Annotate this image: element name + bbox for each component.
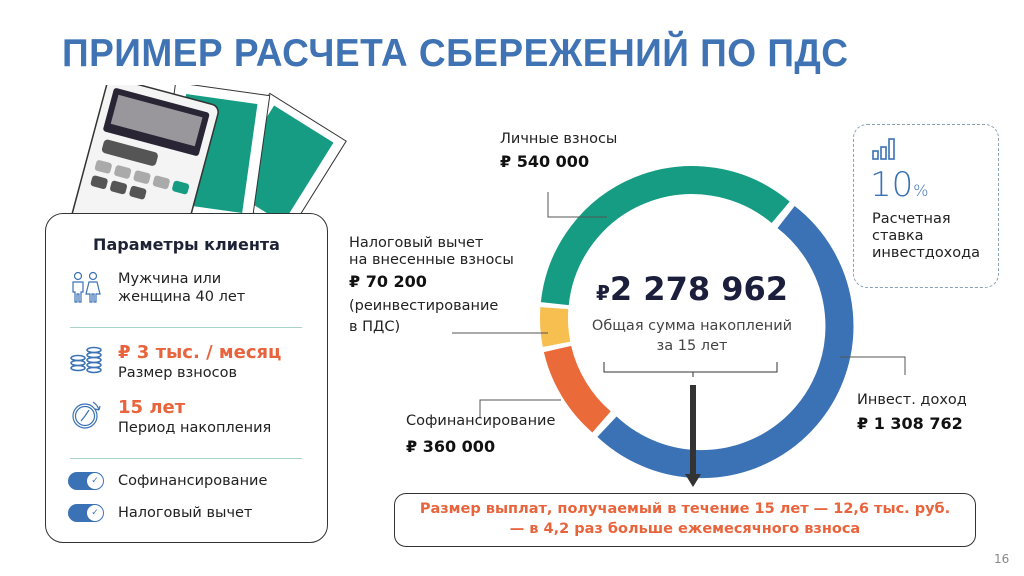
donut-segment-invest xyxy=(597,206,854,479)
donut-segment-personal xyxy=(540,166,790,306)
label-invest-title: Инвест. доход xyxy=(857,392,967,408)
check-icon: ✓ xyxy=(87,473,103,489)
man-woman-icon xyxy=(72,271,101,303)
param-person: Мужчина или женщина 40 лет xyxy=(68,270,245,306)
rate-label-line2: ставка xyxy=(872,228,924,244)
toggle-tax-deduction-label: Налоговый вычет xyxy=(118,505,253,521)
bar-chart-icon xyxy=(872,138,895,160)
param-period: 15 лет Период накопления xyxy=(68,397,271,437)
label-tax-amount: ₽ 70 200 xyxy=(349,272,427,291)
payout-line2: — в 4,2 раз больше ежемесячного взноса xyxy=(509,521,861,537)
client-params-title: Параметры клиента xyxy=(93,235,280,254)
page-title: ПРИМЕР РАСЧЕТА СБЕРЕЖЕНИЙ ПО ПДС xyxy=(62,32,849,75)
label-tax-line1: Налоговый вычет xyxy=(349,235,484,251)
rate-label-line3: инвестдохода xyxy=(872,245,981,261)
label-personal-title: Личные взносы xyxy=(500,131,618,147)
label-cofinancing-amount: ₽ 360 000 xyxy=(406,437,496,456)
label-tax-line2: на внесенные взносы xyxy=(349,252,514,268)
coins-stack-icon xyxy=(70,346,102,374)
check-icon: ✓ xyxy=(87,505,103,521)
payout-line1: Размер выплат, получаемый в течение 15 л… xyxy=(419,501,951,517)
period-value: 15 лет xyxy=(118,397,186,418)
rate-value: 10% xyxy=(870,165,928,205)
rate-unit: % xyxy=(913,181,929,200)
rate-number: 10 xyxy=(870,165,914,205)
total-caption-line2: за 15 лет xyxy=(656,338,728,354)
period-label: Период накопления xyxy=(118,420,272,436)
cofinancing-switch[interactable]: ✓ xyxy=(68,472,104,490)
total-savings-caption: Общая сумма накоплений за 15 лет xyxy=(572,316,812,356)
rate-label: Расчетная ставка инвестдохода xyxy=(872,211,980,262)
clock-icon xyxy=(72,401,101,429)
total-savings: ₽2 278 962 xyxy=(592,270,792,308)
label-tax-note2: в ПДС) xyxy=(349,319,401,335)
toggle-cofinancing[interactable]: ✓ Софинансирование xyxy=(68,472,267,490)
page-number: 16 xyxy=(994,552,1010,566)
param-person-line1: Мужчина или xyxy=(118,271,222,287)
tax-deduction-switch[interactable]: ✓ xyxy=(68,504,104,522)
label-personal-amount: ₽ 540 000 xyxy=(500,152,590,171)
rate-label-line1: Расчетная xyxy=(872,211,951,227)
donut-segment-cofinancing xyxy=(543,345,611,433)
ruble-sign: ₽ xyxy=(595,281,610,305)
divider xyxy=(70,327,302,328)
total-caption-line1: Общая сумма накоплений xyxy=(591,318,793,334)
label-cofinancing-title: Софинансирование xyxy=(406,413,556,429)
label-invest-amount: ₽ 1 308 762 xyxy=(857,414,963,433)
donut-segment-tax xyxy=(539,307,571,347)
param-contribution: ₽ 3 тыс. / месяц Размер взносов xyxy=(68,342,281,382)
toggle-tax-deduction[interactable]: ✓ Налоговый вычет xyxy=(68,504,252,522)
param-person-line2: женщина 40 лет xyxy=(118,289,246,305)
client-params-card: Параметры клиента Мужчина или женщина 40… xyxy=(45,213,328,543)
rate-card: 10% Расчетная ставка инвестдохода xyxy=(853,124,999,288)
toggle-cofinancing-label: Софинансирование xyxy=(118,473,268,489)
payout-summary: Размер выплат, получаемый в течение 15 л… xyxy=(394,493,976,547)
contribution-label: Размер взносов xyxy=(118,365,238,381)
total-savings-value: 2 278 962 xyxy=(609,270,789,308)
divider xyxy=(70,458,302,459)
contribution-value: ₽ 3 тыс. / месяц xyxy=(118,342,282,363)
label-tax-note1: (реинвестирование xyxy=(349,298,499,314)
